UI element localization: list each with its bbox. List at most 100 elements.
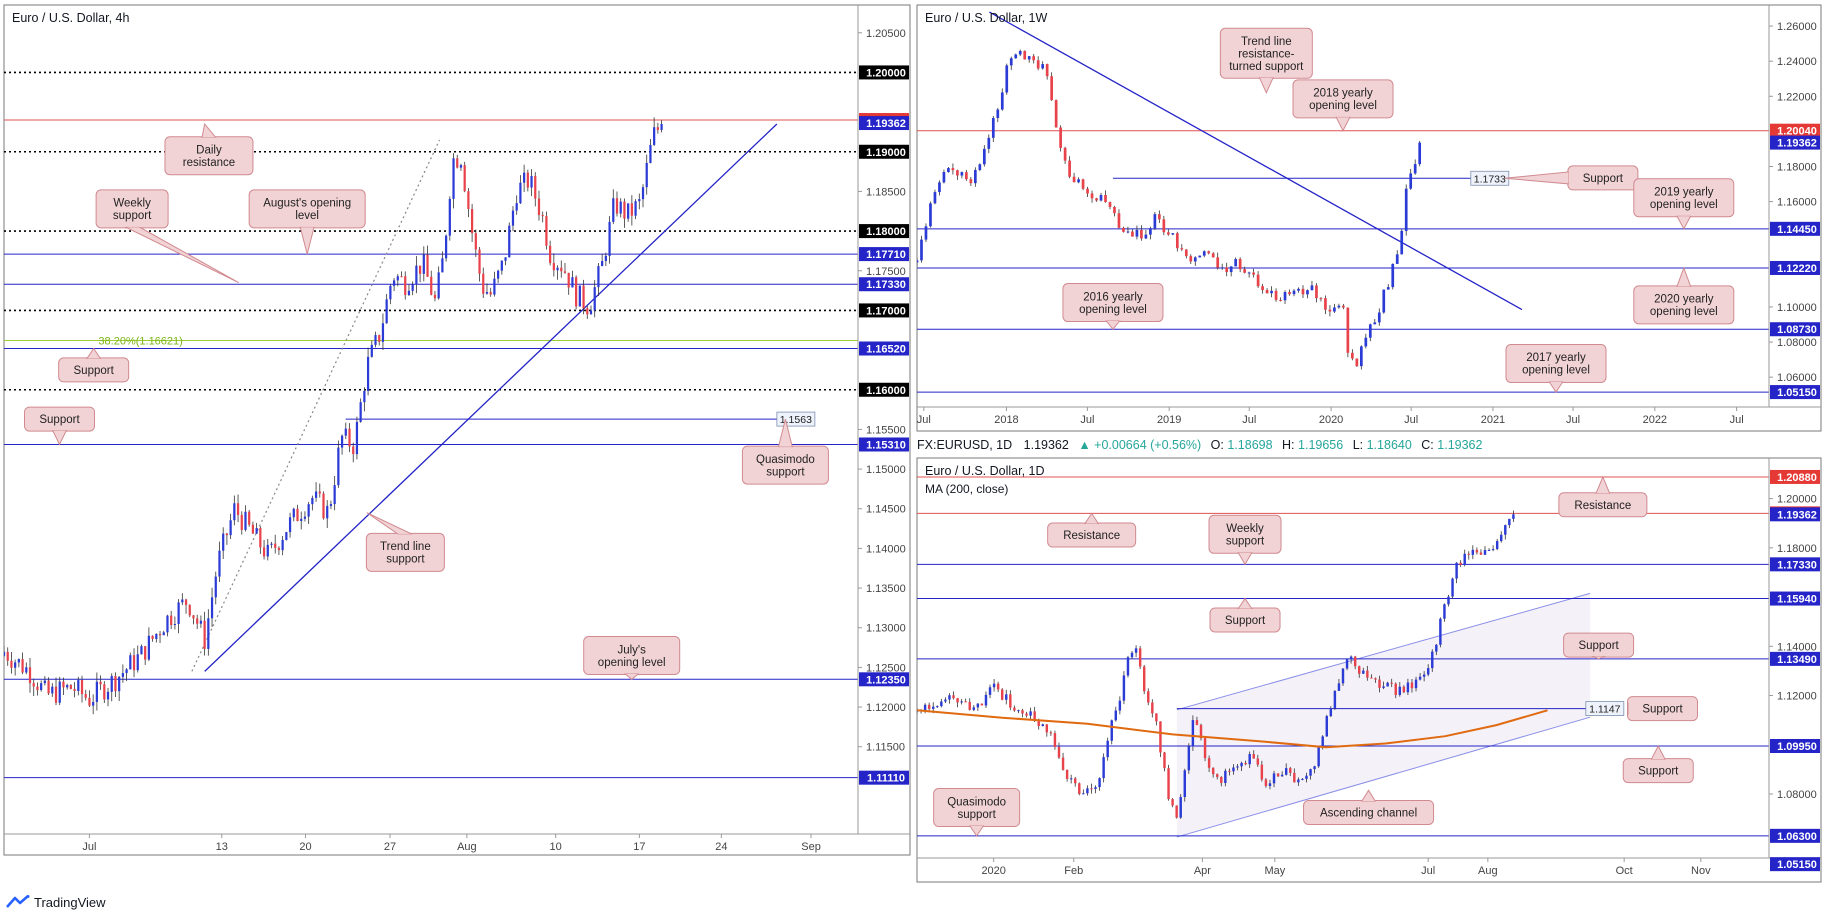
d1-candle-body: [1163, 752, 1166, 769]
h4-candle-body: [515, 203, 518, 211]
h4-candle-body: [62, 681, 65, 688]
w1-candle-body: [917, 260, 919, 263]
h4-price-tag-box: [859, 770, 909, 785]
w1-candle-body: [987, 137, 991, 149]
w1-candle-body: [1126, 231, 1130, 233]
w1-candle-body: [1198, 255, 1202, 258]
h4-candle-body: [25, 667, 28, 673]
w1-candle-body: [1288, 292, 1291, 295]
w1-candle-body: [1310, 285, 1314, 291]
h4-trendline: [204, 123, 778, 672]
h4-callout-fill: [584, 637, 679, 674]
d1-callout-fill: [1211, 608, 1280, 631]
w1-y-tick-label: 1.22000: [1777, 91, 1817, 103]
h4-candle-body: [363, 390, 366, 403]
h4-candle-body: [448, 198, 451, 236]
h4-candle-body: [504, 257, 507, 261]
h4-candle-body: [627, 203, 630, 219]
h4-price-tag-box: [859, 224, 909, 239]
w1-y-tick-label: 1.18000: [1777, 162, 1817, 174]
w1-candle-body: [1077, 179, 1080, 183]
d1-candle-body: [932, 706, 935, 709]
d1-candle-body: [1118, 700, 1122, 711]
h4-candle-body: [326, 505, 329, 519]
d1-symbol: FX:EURUSD, 1D: [917, 438, 1012, 452]
d1-candle-body: [1216, 774, 1219, 777]
h4-price-tag-label: 1.17000: [866, 305, 906, 317]
w1-candle-body: [1297, 288, 1300, 291]
d1-callout-pointer: [1083, 512, 1100, 525]
d1-candle-body: [1374, 678, 1377, 680]
d1-candle-body: [1061, 757, 1065, 770]
w1-candle-body: [942, 172, 946, 183]
d1-candle-body: [1390, 682, 1393, 684]
d1-segment-label: 1.1147: [1589, 704, 1620, 716]
d1-price-tag-label: 1.19362: [1777, 509, 1817, 521]
h4-callout-text: level: [295, 210, 319, 222]
w1-candle-body: [1162, 219, 1166, 233]
w1-candle-body: [1279, 299, 1282, 301]
d1-x-tick-label: Oct: [1616, 865, 1633, 877]
h4-chart[interactable]: 38.20%(1.16621) 1.1563 1.20500 1.18500 1.175…: [3, 5, 910, 853]
h4-candle-body: [155, 633, 158, 639]
d1-candle-body: [1151, 702, 1154, 714]
h4-candle-body: [418, 265, 422, 274]
w1-candle-body: [1014, 54, 1018, 59]
d1-candle-body: [1041, 724, 1044, 727]
w1-candle-body: [1319, 298, 1323, 300]
w1-candle-body: [1333, 307, 1336, 312]
w1-callout-text: Trend line: [1241, 36, 1292, 48]
d1-candle-body: [980, 703, 984, 706]
d1-candle-body: [1037, 719, 1040, 727]
d1-candle-body: [1471, 549, 1475, 555]
w1-x-tick-label: 2021: [1481, 414, 1505, 426]
d1-chart-title: Euro / U.S. Dollar, 1D: [925, 464, 1045, 478]
w1-candle-body: [1166, 232, 1170, 235]
h4-y-tick-label: 1.15000: [866, 464, 906, 476]
h4-price-tag-box: [859, 341, 909, 356]
h4-candle-body: [396, 276, 399, 281]
d1-low: 1.18640: [1367, 438, 1412, 452]
h4-candle-body: [43, 680, 46, 684]
w1-candle-body: [1413, 164, 1417, 174]
w1-candle-body: [1364, 337, 1368, 347]
w1-candle-body: [1306, 290, 1309, 295]
h4-price-tag-box: [859, 144, 909, 159]
w1-x-tick-label: Jul: [1242, 414, 1256, 426]
h4-candle-body: [660, 123, 663, 130]
h4-candle-body: [426, 254, 429, 277]
h4-x-tick-label: Aug: [457, 841, 477, 853]
h4-candle-body: [106, 691, 110, 700]
d1-candle-body: [1317, 746, 1320, 767]
w1-candle-body: [1256, 274, 1260, 287]
h4-candle-body: [307, 504, 310, 517]
weekly-chart[interactable]: 1.1733 1.26000 1.24000 1.22000 1.18000 1.1600…: [916, 5, 1821, 426]
h4-candle-body: [207, 618, 210, 649]
w1-chart-title: Euro / U.S. Dollar, 1W: [925, 11, 1047, 25]
h4-candle-body: [567, 272, 570, 288]
brand-footer[interactable]: TradingView: [6, 893, 106, 911]
h4-candle-body: [136, 654, 139, 671]
h4-candle-body: [549, 245, 552, 264]
h4-candle-body: [545, 216, 548, 246]
h4-candle-body: [337, 447, 340, 486]
h4-price-tag-label: 1.18000: [866, 226, 906, 238]
w1-trendline: [989, 11, 1523, 311]
d1-candle-body: [1159, 721, 1162, 753]
h4-candle-body: [32, 683, 35, 687]
h4-candle-body: [10, 660, 13, 668]
daily-chart[interactable]: 1.1147 1.20000 1.18000 1.14000 1.12000 1.0800…: [916, 458, 1821, 877]
d1-y-tick-label: 1.14000: [1777, 641, 1817, 653]
h4-candle-body: [140, 646, 143, 655]
w1-candle-body: [1355, 358, 1359, 367]
d1-candle-body: [1049, 732, 1053, 734]
h4-candle-body: [541, 214, 544, 217]
w1-candle-body: [924, 226, 928, 240]
w1-callout-pointer: [1504, 171, 1570, 185]
w1-price-tag-box: [1770, 322, 1820, 337]
d1-callout-pointer: [1595, 475, 1611, 495]
w1-y-tick-label: 1.06000: [1777, 372, 1817, 384]
w1-candle-body: [1202, 251, 1206, 256]
d1-close-label: C:: [1421, 438, 1434, 452]
